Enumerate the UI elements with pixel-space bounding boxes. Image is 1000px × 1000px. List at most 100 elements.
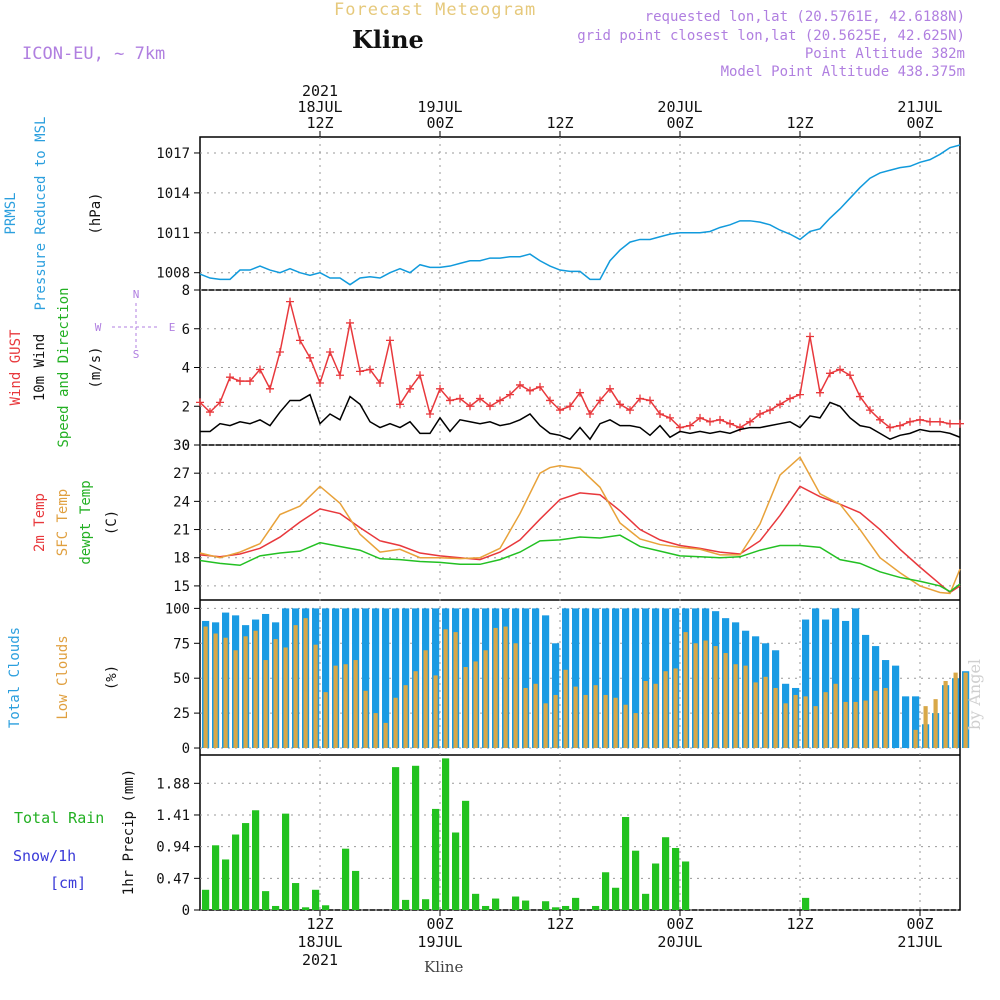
- clouds-bar-low-clouds: [703, 640, 708, 749]
- pressure-ytick-label: 1017: [156, 146, 190, 162]
- gust-marker: [296, 336, 304, 345]
- gust-marker: [256, 365, 264, 374]
- gust-marker: [546, 396, 554, 405]
- gust-marker: [466, 402, 474, 411]
- temperature-series-2m-temp: [199, 485, 961, 594]
- clouds-bar-low-clouds: [553, 694, 558, 749]
- pressure-axis-label-2: (hPa): [88, 192, 104, 234]
- clouds-bar-low-clouds: [613, 697, 618, 749]
- top-time-label: 00Z: [906, 114, 933, 132]
- clouds-bar-low-clouds: [683, 632, 688, 749]
- gust-marker: [526, 386, 534, 395]
- clouds-ytick-label: 100: [165, 601, 190, 617]
- top-time-label: 00Z: [666, 114, 693, 132]
- gust-marker: [766, 406, 774, 415]
- gust-marker: [386, 336, 394, 345]
- clouds-bar-low-clouds: [743, 665, 748, 749]
- bottom-time-label: 18JUL: [297, 933, 342, 951]
- clouds-bar-low-clouds: [653, 683, 658, 749]
- wind-series-10m-wind: [200, 393, 961, 441]
- clouds-bar-low-clouds: [863, 700, 868, 749]
- clouds-bar-low-clouds: [323, 692, 328, 749]
- clouds-bar-low-clouds: [293, 625, 298, 749]
- clouds-bar-total-clouds: [392, 608, 400, 749]
- precip-bar-total-rain: [242, 823, 250, 910]
- gust-marker: [436, 384, 444, 393]
- gust-marker: [956, 419, 964, 428]
- gust-marker: [486, 402, 494, 411]
- clouds-bar-low-clouds: [853, 701, 858, 749]
- clouds-bar-low-clouds: [353, 660, 358, 749]
- clouds-bar-low-clouds: [453, 632, 458, 749]
- clouds-bar-low-clouds: [793, 694, 798, 749]
- temperature-axis-label-2: dewpt Temp: [78, 480, 94, 564]
- clouds-bar-low-clouds: [503, 626, 508, 749]
- clouds-axis-label-2: (%): [104, 665, 120, 690]
- clouds-bar-low-clouds: [473, 661, 478, 749]
- clouds-bar-low-clouds: [313, 644, 318, 749]
- precip-bar-total-rain: [602, 872, 610, 910]
- clouds-bar-low-clouds: [763, 676, 768, 749]
- clouds-bar-total-clouds: [322, 608, 330, 749]
- precip-bar-total-rain: [662, 837, 670, 910]
- clouds-bar-low-clouds: [773, 687, 778, 749]
- clouds-bar-low-clouds: [393, 697, 398, 749]
- temperature-series-sfc-temp: [199, 456, 961, 595]
- clouds-ytick-label: 75: [173, 636, 190, 652]
- clouds-bar-low-clouds: [443, 629, 448, 749]
- gust-marker: [236, 377, 244, 386]
- compass-east: E: [169, 321, 176, 334]
- clouds-ytick-label: 0: [182, 741, 190, 757]
- clouds-bar-total-clouds: [862, 634, 870, 749]
- gust-marker: [426, 410, 434, 418]
- gust-marker: [756, 410, 764, 418]
- clouds-bar-low-clouds: [823, 692, 828, 749]
- clouds-bar-total-clouds: [582, 608, 590, 749]
- compass-south: S: [133, 348, 140, 361]
- clouds-bar-low-clouds: [273, 639, 278, 749]
- clouds-bar-total-clouds: [522, 608, 530, 749]
- gust-marker: [336, 371, 344, 380]
- precip-bar-total-rain: [222, 859, 230, 910]
- precip-bar-total-rain: [252, 810, 260, 910]
- wind-axis-label-3: (m/s): [88, 346, 104, 388]
- clouds-bar-low-clouds: [483, 650, 488, 749]
- precip-bar-total-rain: [302, 907, 310, 910]
- clouds-bar-total-clouds: [402, 608, 410, 749]
- clouds-bar-low-clouds: [223, 637, 228, 749]
- precip-bar-total-rain: [322, 905, 330, 910]
- precip-bar-total-rain: [282, 813, 290, 910]
- clouds-bar-total-clouds: [802, 619, 810, 749]
- gust-marker: [746, 417, 754, 426]
- compass-west: W: [95, 321, 102, 334]
- temperature-ytick-label: 21: [173, 523, 190, 539]
- clouds-bar-low-clouds: [343, 664, 348, 749]
- clouds-bar-low-clouds: [253, 630, 258, 749]
- gust-marker: [606, 384, 614, 393]
- gust-marker: [536, 382, 544, 391]
- precip-bar-total-rain: [632, 850, 640, 910]
- precip-bar-total-rain: [212, 845, 220, 910]
- clouds-bar-total-clouds: [902, 696, 910, 749]
- clouds-bar-low-clouds: [923, 706, 928, 749]
- location-title: Kline: [352, 25, 424, 54]
- clouds-bar-low-clouds: [373, 713, 378, 749]
- clouds-bar-total-clouds: [832, 608, 840, 749]
- compass-cross: [112, 303, 160, 350]
- pressure-axis-label-1: Pressure Reduced to MSL: [33, 117, 49, 311]
- clouds-bar-low-clouds: [963, 672, 968, 749]
- clouds-bar-low-clouds: [733, 664, 738, 749]
- gust-marker: [806, 332, 814, 341]
- bottom-time-label: 12Z: [306, 915, 333, 933]
- precip-bar-total-rain: [232, 834, 240, 910]
- clouds-bar-low-clouds: [873, 690, 878, 749]
- wind-ytick-label: 0: [182, 438, 190, 454]
- precip-bar-total-rain: [312, 889, 320, 910]
- wind-series-wind-gust: [199, 301, 960, 429]
- gust-marker: [596, 396, 604, 405]
- gust-marker: [646, 396, 654, 405]
- precip-bar-total-rain: [592, 905, 600, 910]
- clouds-bar-total-clouds: [362, 608, 370, 749]
- precip-bar-total-rain: [672, 848, 680, 910]
- gust-marker: [816, 388, 824, 397]
